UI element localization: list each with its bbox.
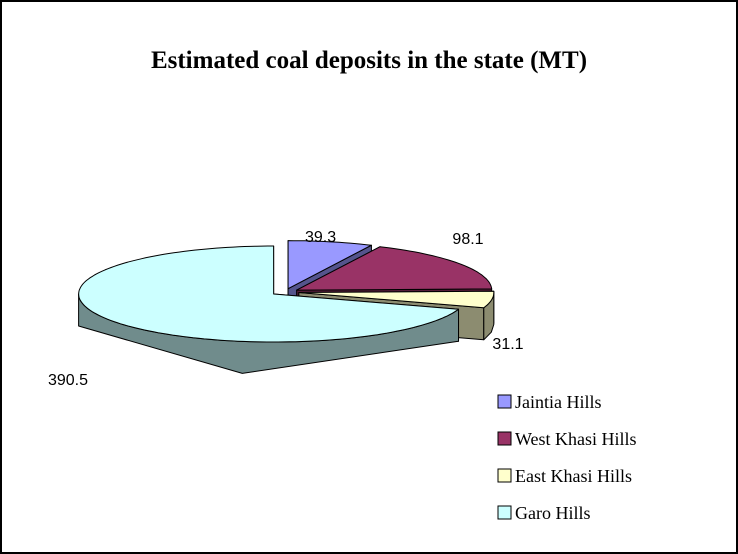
legend-swatch: [497, 394, 512, 409]
data-label: 31.1: [492, 336, 523, 353]
legend-label: Jaintia Hills: [515, 392, 602, 412]
legend-label: East Khasi Hills: [515, 466, 632, 486]
legend-swatch: [497, 505, 512, 520]
slice-top: [78, 245, 459, 343]
slice: [78, 245, 460, 374]
legend-swatch: [497, 468, 512, 483]
slice-top: [296, 246, 493, 291]
chart-title: Estimated coal deposits in the state (MT…: [151, 47, 587, 74]
slice-top: [287, 240, 372, 290]
legend-label: West Khasi Hills: [515, 429, 637, 449]
data-label: 39.3: [305, 229, 336, 246]
data-label: 390.5: [48, 372, 88, 389]
legend-label: Garo Hills: [515, 503, 591, 523]
legend-swatch: [497, 431, 512, 446]
data-label: 98.1: [452, 231, 483, 248]
slice-top: [298, 290, 495, 309]
